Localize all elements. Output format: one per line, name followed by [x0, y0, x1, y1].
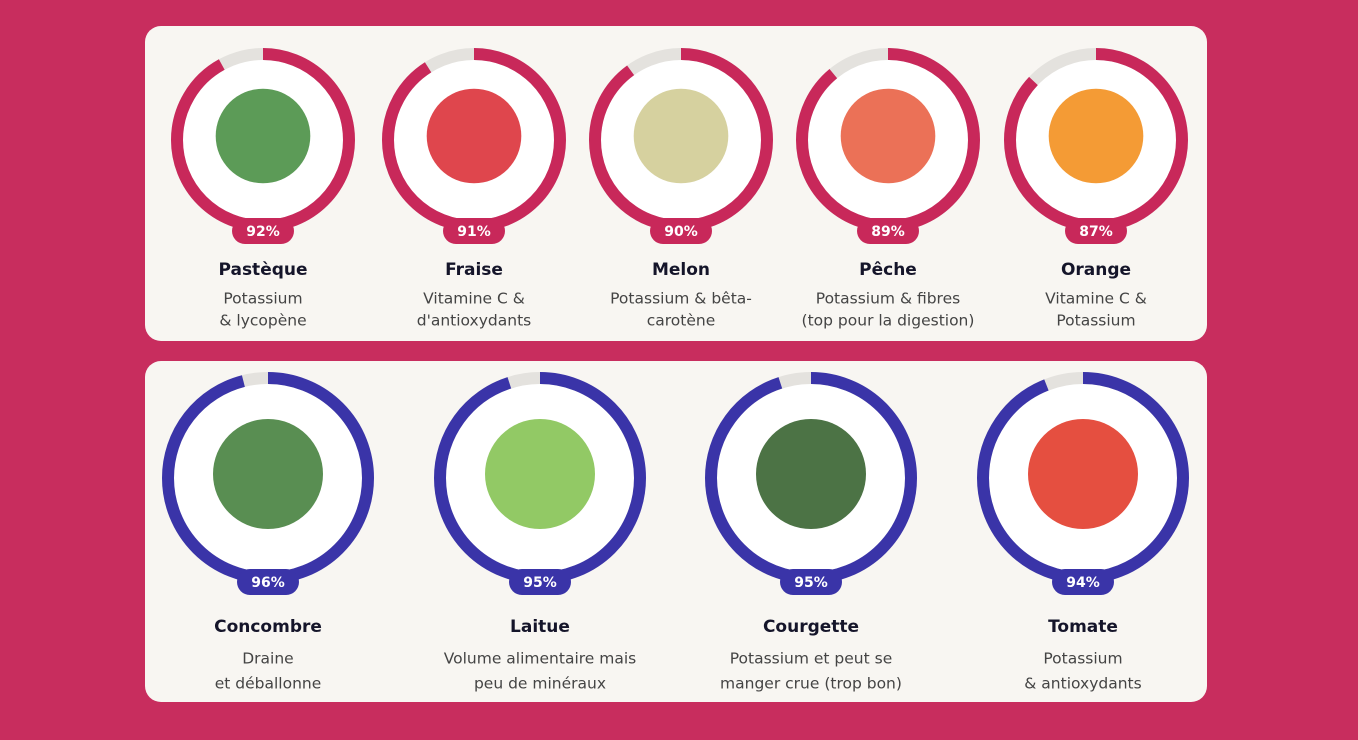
produce-name: Concombre: [214, 617, 322, 637]
produce-description: Vitamine C &: [1045, 290, 1147, 308]
produce-description: Potassium: [1056, 312, 1135, 330]
produce-name: Melon: [652, 260, 710, 280]
produce-description: Potassium: [223, 290, 302, 308]
produce-image: [840, 88, 936, 184]
produce-description: Potassium & bêta-: [610, 290, 752, 308]
percent-label: 94%: [1066, 575, 1100, 591]
produce-image: [1028, 419, 1138, 529]
produce-description: et déballonne: [215, 675, 322, 693]
percent-badge: [650, 218, 712, 244]
produce-image: [485, 419, 595, 529]
produce-image: [215, 88, 311, 184]
produce-description: & antioxydants: [1024, 675, 1141, 693]
produce-description: carotène: [647, 312, 716, 330]
produce-name: Tomate: [1048, 617, 1118, 637]
percent-badge: [1065, 218, 1127, 244]
produce-description: Vitamine C &: [423, 290, 525, 308]
produce-name: Pêche: [859, 260, 917, 280]
produce-description: Draine: [242, 650, 293, 668]
produce-image: [213, 419, 323, 529]
percent-badge: [857, 218, 919, 244]
produce-description: Potassium et peut se: [730, 650, 893, 668]
percent-label: 87%: [1079, 224, 1113, 240]
produce-name: Courgette: [763, 617, 859, 637]
produce-name: Pastèque: [218, 260, 307, 280]
percent-label: 89%: [871, 224, 905, 240]
produce-image: [633, 88, 729, 184]
produce-name: Laitue: [510, 617, 570, 637]
percent-badge: [443, 218, 505, 244]
percent-badge: [232, 218, 294, 244]
produce-image: [426, 88, 522, 184]
vegetable-panel: [145, 361, 1207, 702]
produce-description: manger crue (trop bon): [720, 675, 902, 693]
percent-badge: [780, 569, 842, 595]
percent-label: 90%: [664, 224, 698, 240]
produce-description: Potassium: [1043, 650, 1122, 668]
produce-name: Orange: [1061, 260, 1131, 280]
produce-description: Volume alimentaire mais: [444, 650, 637, 668]
produce-description: peu de minéraux: [474, 675, 606, 693]
produce-description: d'antioxydants: [417, 312, 531, 330]
produce-description: & lycopène: [219, 312, 306, 330]
percent-label: 91%: [457, 224, 491, 240]
percent-badge: [237, 569, 299, 595]
percent-badge: [1052, 569, 1114, 595]
percent-label: 95%: [794, 575, 828, 591]
produce-name: Fraise: [445, 260, 503, 280]
produce-image: [756, 419, 866, 529]
produce-description: Potassium & fibres: [816, 290, 960, 308]
percent-label: 92%: [246, 224, 280, 240]
percent-badge: [509, 569, 571, 595]
percent-label: 96%: [251, 575, 285, 591]
produce-image: [1048, 88, 1144, 184]
produce-description: (top pour la digestion): [802, 312, 975, 330]
percent-label: 95%: [523, 575, 557, 591]
